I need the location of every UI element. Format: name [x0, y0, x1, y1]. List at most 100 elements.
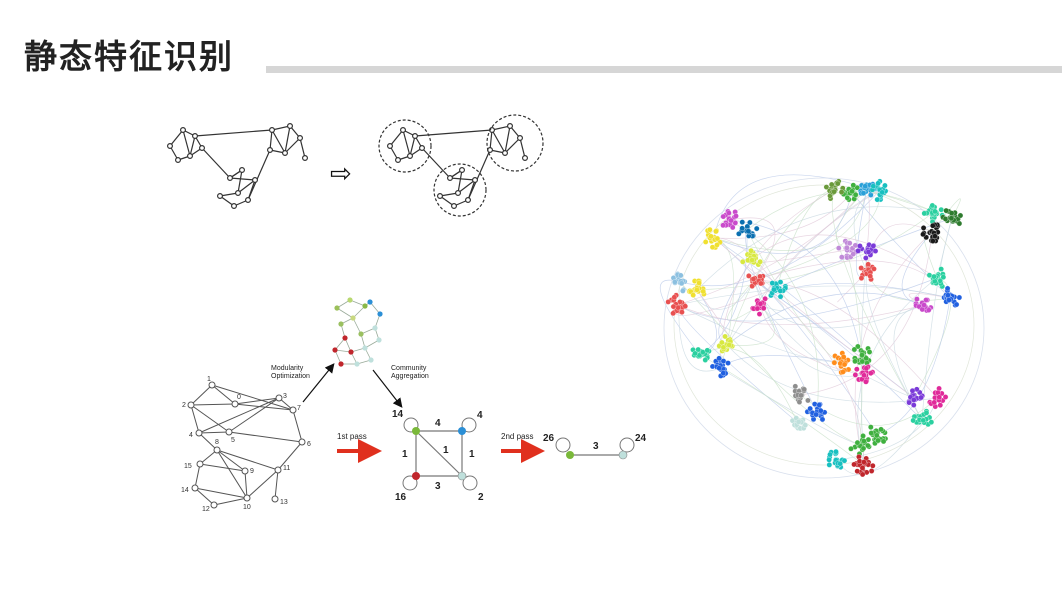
square-node-tl: 14	[392, 409, 404, 420]
graph-node	[298, 438, 306, 446]
pass2-label: 2nd pass	[501, 432, 533, 441]
graph-node	[241, 467, 249, 475]
final-edge-weight: 3	[593, 441, 599, 452]
square-edge-diag: 1	[443, 445, 449, 456]
graph-node	[268, 127, 275, 134]
graph-node	[175, 156, 182, 163]
optimization-arrow	[302, 363, 335, 403]
graph-node	[507, 123, 514, 130]
graph-node	[230, 202, 237, 209]
graph-node	[412, 133, 419, 140]
graph-node	[186, 152, 193, 159]
graph-node	[334, 305, 340, 311]
network-clusters	[665, 178, 964, 478]
graph-node	[342, 335, 348, 341]
final-node-right: 24	[635, 433, 647, 444]
node-label: 2	[182, 402, 186, 409]
graph-node	[302, 154, 309, 161]
graph-node	[455, 189, 462, 196]
step1-label-line1: Modularity	[271, 365, 304, 372]
graph-node	[243, 494, 251, 502]
community-circle	[378, 119, 432, 173]
graph-node	[208, 381, 216, 389]
square-edge-bottom: 3	[435, 481, 441, 492]
graph-node	[447, 174, 454, 181]
square-node-br: 2	[478, 492, 484, 503]
colored-graph	[332, 297, 383, 367]
square-node-bl: 16	[395, 492, 407, 503]
graph-node	[362, 345, 368, 351]
graph-node	[289, 406, 297, 414]
transform-arrow-icon: ⇨	[330, 158, 352, 188]
graph-node	[362, 303, 368, 309]
graph-node	[465, 196, 472, 203]
final-graph	[555, 437, 635, 460]
graph-node	[191, 484, 199, 492]
aggregated-square-graph	[402, 417, 478, 491]
square-edge-right: 1	[469, 449, 475, 460]
square-edge-left: 1	[402, 449, 408, 460]
graph-node	[198, 144, 205, 151]
graph-node	[419, 144, 426, 151]
graph-node	[332, 347, 338, 353]
graph-node	[372, 325, 378, 331]
graph-node	[187, 401, 195, 409]
graph-node	[225, 428, 233, 436]
graph-node	[195, 429, 203, 437]
community-circle	[486, 114, 544, 172]
graph-node	[354, 361, 360, 367]
graph-node	[377, 311, 383, 317]
graph-node	[358, 331, 364, 337]
square-edge-top: 4	[435, 418, 441, 429]
graph-node	[191, 133, 198, 140]
node-label: 10	[243, 504, 251, 511]
graph-node	[282, 149, 289, 156]
node-label: 4	[189, 432, 193, 439]
graph-node	[347, 297, 353, 303]
graph-node	[395, 156, 402, 163]
node-label: 11	[283, 465, 290, 472]
graph-node	[297, 135, 304, 142]
node-label: 7	[297, 405, 301, 412]
graph-node	[376, 337, 382, 343]
graph-node	[275, 394, 283, 402]
raw-graph	[167, 123, 309, 209]
node-label: 15	[184, 463, 192, 470]
community-detection-diagram: ⇨	[167, 114, 544, 217]
node-label: 12	[202, 506, 210, 513]
node-label: 13	[280, 499, 288, 506]
graph-node	[338, 321, 344, 327]
graph-node	[459, 166, 466, 173]
graph-node	[517, 135, 524, 142]
graph-node	[196, 460, 204, 468]
page-title: 静态特征识别	[24, 37, 234, 76]
final-node-left: 26	[543, 433, 555, 444]
step2-label-line2: Aggregation	[391, 373, 429, 380]
graph-node	[180, 127, 187, 134]
graph-node	[271, 495, 279, 503]
graph-node	[216, 192, 223, 199]
node-label: 9	[250, 468, 254, 475]
graph-node	[387, 142, 394, 149]
clustered-graph	[378, 114, 544, 217]
graph-node	[437, 192, 444, 199]
node-label: 5	[231, 437, 235, 444]
node-label: 1	[207, 376, 211, 383]
graph-node	[350, 315, 356, 321]
graph-node	[251, 176, 258, 183]
node-label: 8	[215, 439, 219, 446]
graph-node	[348, 349, 354, 355]
graph-node	[367, 299, 373, 305]
graph-node	[238, 166, 245, 173]
graph-node	[213, 446, 221, 454]
graph-node	[167, 142, 174, 149]
graph-node	[234, 189, 241, 196]
graph-node	[407, 152, 414, 159]
aggregation-arrow	[372, 369, 403, 408]
graph-node	[502, 149, 509, 156]
step1-label-line2: Optimization	[271, 373, 310, 380]
graph-node	[274, 466, 282, 474]
graph-node	[231, 400, 239, 408]
